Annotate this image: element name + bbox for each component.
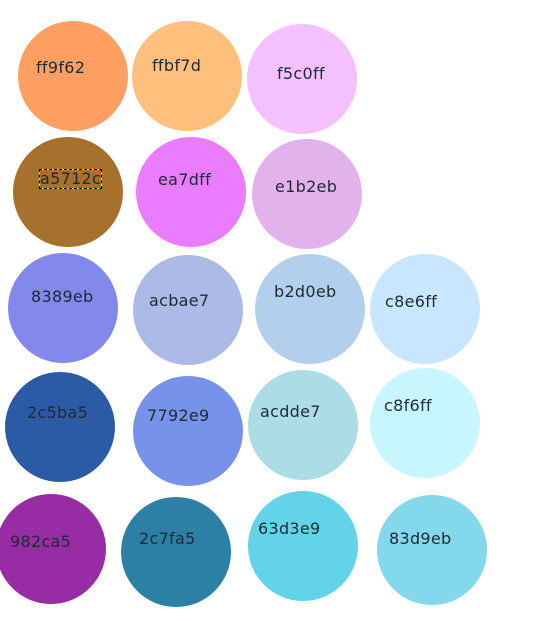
color-swatch[interactable]: 7792e9 — [133, 376, 243, 486]
swatch-label: 2c7fa5 — [139, 529, 196, 548]
swatch-label: ffbf7d — [152, 56, 202, 75]
swatch-label: ea7dff — [158, 170, 212, 189]
color-swatch[interactable]: acdde7 — [248, 370, 358, 480]
color-swatch[interactable]: 982ca5 — [0, 494, 106, 604]
swatch-label: c8e6ff — [385, 292, 438, 311]
color-swatch[interactable]: acbae7 — [133, 255, 243, 365]
color-swatch[interactable]: 63d3e9 — [248, 491, 358, 601]
color-swatch[interactable]: 83d9eb — [377, 495, 487, 605]
swatch-label: a5712c — [38, 169, 103, 189]
color-swatch[interactable]: b2d0eb — [255, 254, 365, 364]
color-swatch[interactable]: c8e6ff — [370, 254, 480, 364]
color-swatch[interactable]: c8f6ff — [370, 368, 480, 478]
color-swatch[interactable]: ea7dff — [136, 137, 246, 247]
swatch-label: acbae7 — [149, 291, 210, 310]
swatch-label: 63d3e9 — [258, 519, 321, 538]
swatch-label: acdde7 — [260, 402, 321, 421]
swatch-label: c8f6ff — [384, 396, 432, 415]
color-swatch[interactable]: a5712c — [13, 137, 123, 247]
color-swatch[interactable]: e1b2eb — [252, 139, 362, 249]
color-swatch[interactable]: 8389eb — [8, 253, 118, 363]
swatch-label: f5c0ff — [277, 64, 325, 83]
swatch-label: ff9f62 — [36, 58, 86, 77]
swatch-label: 982ca5 — [10, 532, 72, 551]
color-swatch[interactable]: 2c7fa5 — [121, 497, 231, 607]
swatch-label: 83d9eb — [389, 529, 452, 548]
swatch-label: e1b2eb — [275, 177, 338, 196]
swatch-label: b2d0eb — [274, 282, 337, 301]
swatch-label: 8389eb — [31, 287, 94, 306]
color-swatch[interactable]: 2c5ba5 — [5, 372, 115, 482]
swatch-label: 2c5ba5 — [27, 403, 89, 422]
color-swatch[interactable]: ff9f62 — [18, 21, 128, 131]
color-swatch[interactable]: ffbf7d — [132, 21, 242, 131]
color-swatch[interactable]: f5c0ff — [247, 24, 357, 134]
swatch-label: 7792e9 — [147, 406, 210, 425]
